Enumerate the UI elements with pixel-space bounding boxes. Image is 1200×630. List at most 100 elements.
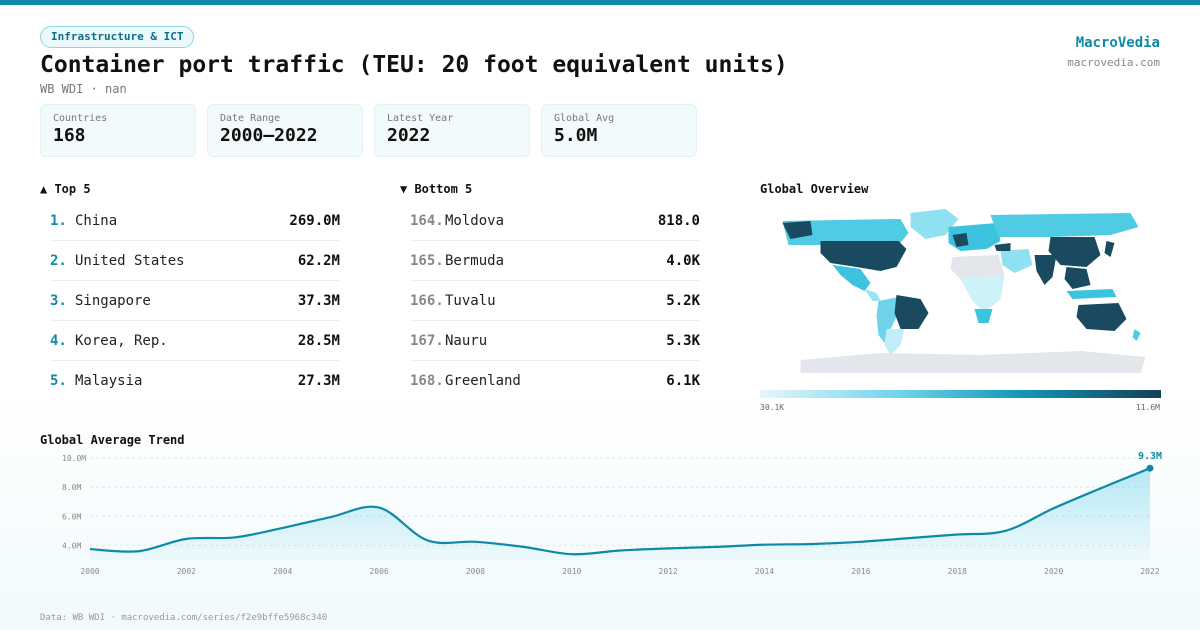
country-value: 27.3M bbox=[297, 373, 340, 389]
country-value: 62.2M bbox=[297, 252, 340, 269]
x-tick-label: 2004 bbox=[273, 567, 292, 576]
y-tick-label: 10.0M bbox=[62, 454, 86, 463]
x-tick-label: 2000 bbox=[80, 567, 99, 576]
country-value: 818.0 bbox=[657, 212, 700, 229]
rank-number: 2. bbox=[50, 252, 67, 269]
world-choropleth-map[interactable] bbox=[760, 205, 1161, 385]
y-tick-label: 6.0M bbox=[62, 512, 81, 521]
country-name: Bermuda bbox=[445, 252, 505, 269]
stat-label: Latest Year bbox=[387, 113, 454, 124]
region-canada bbox=[782, 219, 909, 245]
list-item[interactable]: 165. Bermuda 4.0K bbox=[410, 241, 700, 281]
country-value: 6.1K bbox=[666, 373, 700, 389]
x-tick-label: 2022 bbox=[1140, 567, 1159, 576]
global-average-trend-chart[interactable]: 4.0M 6.0M 8.0M 10.0M 2000 2002 2004 2006 2008 20… bbox=[0, 448, 1200, 588]
stat-label: Date Range bbox=[220, 113, 281, 124]
list-item[interactable]: 1. China 269.0M bbox=[50, 201, 340, 241]
region-africa-north bbox=[950, 255, 1005, 279]
category-tag[interactable]: Infrastructure & ICT bbox=[40, 26, 195, 48]
country-name: United States bbox=[75, 252, 185, 269]
stat-label: Countries bbox=[53, 113, 108, 124]
list-item[interactable]: 167. Nauru 5.3K bbox=[410, 321, 700, 361]
stat-value: 2022 bbox=[387, 125, 431, 146]
footer-source: Data: WB WDI · macrovedia.com/series/f2e… bbox=[40, 613, 328, 623]
country-value: 28.5M bbox=[297, 332, 340, 349]
trend-heading: Global Average Trend bbox=[40, 433, 185, 447]
y-tick-label: 8.0M bbox=[62, 483, 81, 492]
stat-card-date-range: Date Range 2000–2022 bbox=[207, 104, 363, 157]
stat-label: Global Avg bbox=[554, 113, 615, 124]
stat-card-countries: Countries 168 bbox=[40, 104, 196, 157]
list-item[interactable]: 166. Tuvalu 5.2K bbox=[410, 281, 700, 321]
region-turkey bbox=[994, 243, 1011, 251]
region-japan bbox=[1104, 241, 1115, 257]
region-europe-west bbox=[952, 233, 969, 247]
legend-min-label: 30.1K bbox=[760, 403, 785, 412]
region-india bbox=[1034, 255, 1057, 285]
country-value: 5.2K bbox=[666, 292, 700, 309]
stat-value: 2000–2022 bbox=[220, 125, 318, 146]
region-russia bbox=[990, 213, 1139, 237]
page-subtitle: WB WDI · nan bbox=[40, 82, 127, 96]
region-new-zealand bbox=[1132, 329, 1141, 341]
region-alaska bbox=[782, 221, 813, 239]
region-united-states bbox=[820, 241, 907, 271]
region-south-america-west bbox=[876, 297, 899, 343]
list-item[interactable]: 164. Moldova 818.0 bbox=[410, 201, 700, 241]
region-indonesia bbox=[1066, 289, 1117, 299]
region-south-africa bbox=[974, 309, 993, 323]
x-tick-label: 2008 bbox=[466, 567, 485, 576]
x-tick-label: 2014 bbox=[755, 567, 774, 576]
rank-number: 5. bbox=[50, 373, 67, 389]
country-name: Korea, Rep. bbox=[75, 332, 168, 349]
country-name: China bbox=[75, 212, 118, 229]
y-tick-label: 4.0M bbox=[62, 541, 81, 550]
rank-number: 167. bbox=[410, 332, 444, 349]
list-item[interactable]: 3. Singapore 37.3M bbox=[50, 281, 340, 321]
stat-value: 168 bbox=[53, 125, 86, 146]
region-southeast-asia bbox=[1064, 267, 1091, 289]
top-accent-bar bbox=[0, 0, 1200, 5]
last-value-label: 9.3M bbox=[1138, 451, 1162, 462]
trend-line bbox=[89, 467, 1151, 556]
stat-card-latest-year: Latest Year 2022 bbox=[374, 104, 530, 157]
trend-area bbox=[90, 468, 1150, 560]
country-value: 5.3K bbox=[666, 332, 700, 349]
x-tick-label: 2020 bbox=[1044, 567, 1063, 576]
country-value: 269.0M bbox=[289, 212, 340, 229]
top5-heading: ▲ Top 5 bbox=[40, 182, 91, 196]
x-tick-label: 2016 bbox=[851, 567, 870, 576]
country-name: Nauru bbox=[445, 332, 488, 349]
list-item[interactable]: 4. Korea, Rep. 28.5M bbox=[50, 321, 340, 361]
brand-url[interactable]: macrovedia.com bbox=[1067, 56, 1160, 69]
country-name: Malaysia bbox=[75, 373, 143, 389]
brand-logo[interactable]: MacroVedia bbox=[1075, 35, 1160, 51]
data-point bbox=[1146, 464, 1154, 472]
x-tick-label: 2012 bbox=[659, 567, 678, 576]
list-item[interactable]: 168. Greenland 6.1K bbox=[410, 361, 700, 401]
country-value: 37.3M bbox=[297, 292, 340, 309]
country-name: Moldova bbox=[445, 212, 505, 229]
rank-number: 165. bbox=[410, 252, 444, 269]
region-africa-central bbox=[960, 275, 1005, 313]
legend-max-label: 11.6M bbox=[1135, 403, 1160, 412]
stat-card-global-avg: Global Avg 5.0M bbox=[541, 104, 697, 157]
list-item[interactable]: 2. United States 62.2M bbox=[50, 241, 340, 281]
country-value: 4.0K bbox=[666, 252, 700, 269]
country-name: Singapore bbox=[75, 292, 151, 309]
region-central-america bbox=[864, 289, 881, 301]
rank-number: 166. bbox=[410, 292, 444, 309]
region-middle-east bbox=[1000, 249, 1033, 273]
region-australia bbox=[1076, 303, 1127, 331]
x-tick-label: 2018 bbox=[948, 567, 967, 576]
x-tick-label: 2006 bbox=[369, 567, 388, 576]
rank-number: 168. bbox=[410, 373, 444, 389]
bottom5-list: 164. Moldova 818.0 165. Bermuda 4.0K 166… bbox=[410, 201, 700, 401]
bottom5-heading: ▼ Bottom 5 bbox=[400, 182, 473, 196]
region-mexico bbox=[832, 265, 871, 291]
top5-list: 1. China 269.0M 2. United States 62.2M 3… bbox=[50, 201, 340, 401]
region-brazil bbox=[894, 295, 929, 329]
list-item[interactable]: 5. Malaysia 27.3M bbox=[50, 361, 340, 401]
page-title: Container port traffic (TEU: 20 foot equ… bbox=[40, 52, 788, 78]
country-name: Tuvalu bbox=[445, 292, 496, 309]
